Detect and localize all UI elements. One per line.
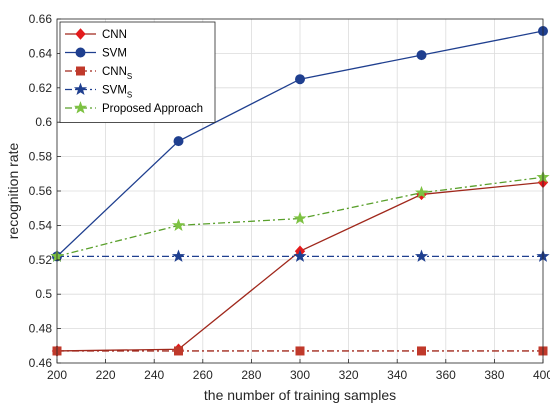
y-axis-label: recognition rate <box>5 143 21 240</box>
x-tick-label: 200 <box>47 368 67 382</box>
y-tick-label: 0.66 <box>29 12 53 26</box>
y-tick-label: 0.46 <box>29 356 53 370</box>
legend-label: CNN <box>102 29 127 41</box>
x-tick-label: 300 <box>290 368 310 382</box>
x-tick-label: 320 <box>339 368 359 382</box>
data-point <box>173 136 184 147</box>
series-layer <box>50 26 550 357</box>
legend: CNN SVM CNNS SVMS Proposed Approach <box>59 21 216 123</box>
legend-label: CNNS <box>102 66 132 81</box>
legend-label: SVMS <box>102 85 132 100</box>
legend-marker <box>76 66 85 76</box>
data-point <box>414 185 429 199</box>
x-tick-label: 240 <box>144 368 164 382</box>
legend-marker <box>75 28 86 40</box>
y-tick-label: 0.54 <box>29 218 53 232</box>
y-tick-label: 0.62 <box>29 81 53 95</box>
data-point <box>171 218 186 231</box>
legend-marker <box>75 47 86 58</box>
x-tick-label: 360 <box>436 368 456 382</box>
legend-marker <box>73 101 88 114</box>
legend-marker <box>73 82 88 96</box>
data-point <box>416 50 427 61</box>
data-point <box>174 346 183 356</box>
data-point <box>171 249 186 262</box>
x-tick-label: 280 <box>241 368 261 382</box>
legend-label: SVM <box>102 48 127 60</box>
x-tick-label: 260 <box>193 368 213 382</box>
data-point <box>417 346 426 356</box>
data-point <box>293 249 307 262</box>
y-tick-label: 0.48 <box>29 322 53 336</box>
legend-box <box>59 21 216 123</box>
y-tick-label: 0.58 <box>29 150 53 164</box>
y-tick-label: 0.56 <box>29 184 53 198</box>
data-point <box>295 346 305 356</box>
x-axis-label: the number of training samples <box>204 387 396 403</box>
x-tick-label: 340 <box>387 368 407 382</box>
axis-ticks: 200 220 240 260 280 300 320 340 360 380 400 0.46 0.4… <box>29 12 550 382</box>
x-tick-label: 220 <box>96 368 116 382</box>
y-tick-label: 0.6 <box>35 115 52 129</box>
data-point <box>293 211 307 225</box>
data-point <box>414 249 429 262</box>
data-point <box>295 74 305 85</box>
x-tick-label: 380 <box>484 368 504 382</box>
legend-label: Proposed Approach <box>102 103 203 115</box>
y-tick-label: 0.52 <box>29 253 53 267</box>
y-tick-label: 0.64 <box>29 46 53 60</box>
x-tick-label: 400 <box>533 368 550 382</box>
y-tick-label: 0.5 <box>35 287 52 301</box>
